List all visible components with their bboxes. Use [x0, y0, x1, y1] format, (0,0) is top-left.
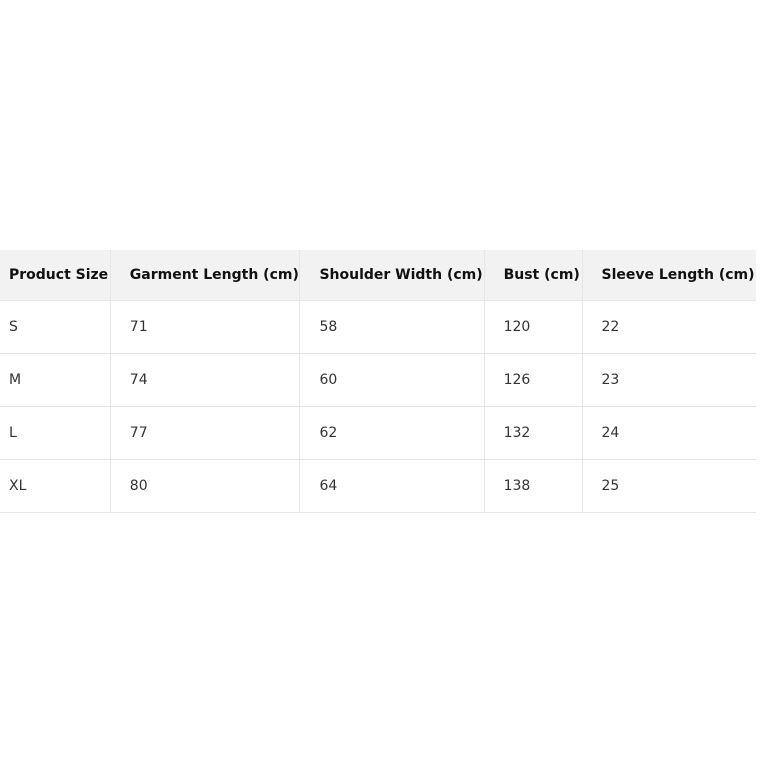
table-cell: 60 [299, 353, 485, 407]
table-cell: M [0, 353, 111, 407]
header-sleeve-length: Sleeve Length (cm) [582, 250, 756, 301]
header-bust: Bust (cm) [484, 250, 583, 301]
table-row: M 74 60 126 23 [0, 353, 756, 407]
table-cell: 77 [110, 406, 301, 460]
table-cell: 74 [110, 353, 301, 407]
table-cell: 126 [484, 353, 583, 407]
table-cell: 71 [110, 300, 301, 354]
table-cell: XL [0, 459, 111, 513]
table-cell: S [0, 300, 111, 354]
header-product-size: Product Size [0, 250, 111, 301]
table-cell: 23 [582, 353, 756, 407]
table-cell: 132 [484, 406, 583, 460]
header-row: Product Size Garment Length (cm) Shoulde… [0, 250, 756, 301]
table-cell: 24 [582, 406, 756, 460]
table-row: L 77 62 132 24 [0, 406, 756, 460]
table-cell: 22 [582, 300, 756, 354]
table-cell: 64 [299, 459, 485, 513]
table-cell: 58 [299, 300, 485, 354]
table-cell: 25 [582, 459, 756, 513]
header-shoulder-width: Shoulder Width (cm) [299, 250, 485, 301]
table-cell: 62 [299, 406, 485, 460]
size-chart-table: Product Size Garment Length (cm) Shoulde… [0, 250, 756, 513]
table-row: S 71 58 120 22 [0, 300, 756, 354]
table-cell: 120 [484, 300, 583, 354]
table-cell: L [0, 406, 111, 460]
table-cell: 80 [110, 459, 301, 513]
table-row: XL 80 64 138 25 [0, 459, 756, 513]
table-cell: 138 [484, 459, 583, 513]
header-garment-length: Garment Length (cm) [110, 250, 301, 301]
